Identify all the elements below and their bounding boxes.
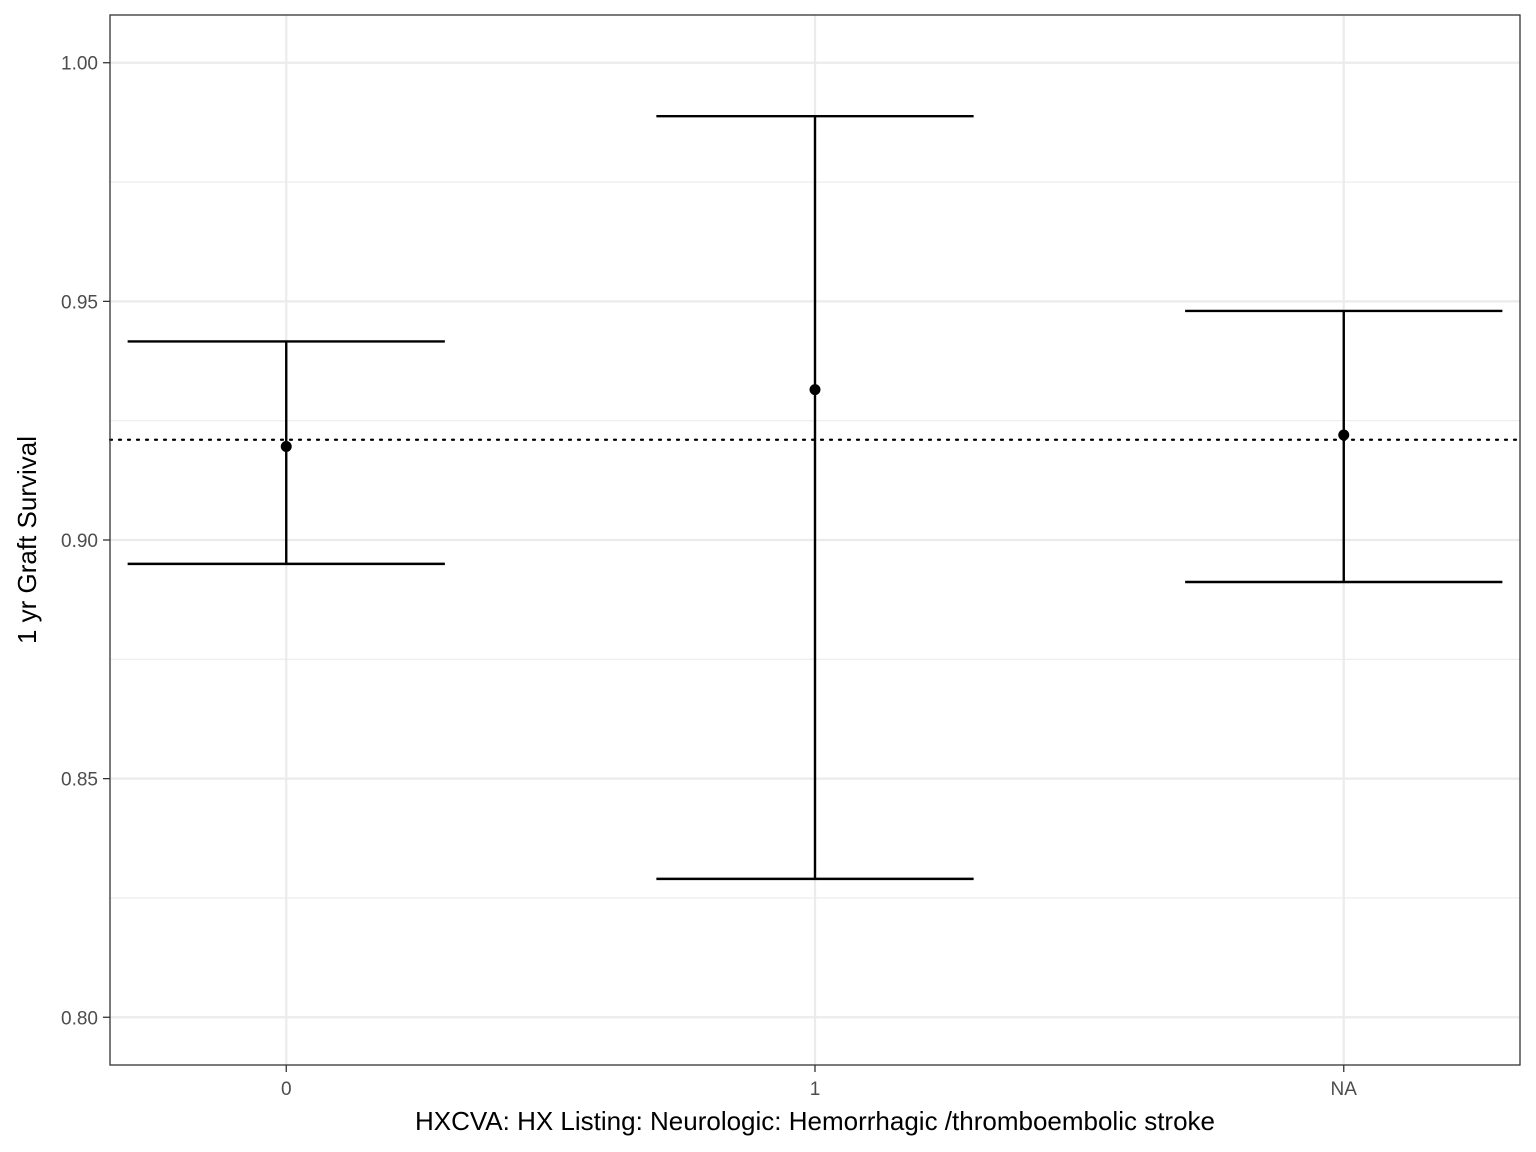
axes: 0.80 0.85 0.90 0.95 1.00 0 1 NA — [61, 54, 1357, 1100]
x-tick-label: NA — [1331, 1079, 1358, 1100]
y-tick-label: 0.80 — [61, 1008, 98, 1029]
y-axis-title: 1 yr Graft Survival — [12, 436, 42, 644]
x-tick-label: 0 — [281, 1079, 292, 1100]
point-estimate — [809, 384, 821, 396]
error-bars — [127, 114, 1503, 881]
x-axis-title: HXCVA: HX Listing: Neurologic: Hemorrhag… — [415, 1106, 1215, 1136]
y-tick-label: 0.85 — [61, 770, 98, 791]
point-estimate — [280, 440, 292, 452]
y-tick-label: 0.95 — [61, 292, 98, 313]
errorbar-1 — [656, 114, 974, 881]
y-tick-label: 1.00 — [61, 54, 98, 75]
point-estimate — [1338, 429, 1350, 441]
errorbar-NA — [1185, 309, 1503, 584]
y-tick-label: 0.90 — [61, 531, 98, 552]
x-tick-label: 1 — [810, 1079, 821, 1100]
errorbar-0 — [127, 340, 445, 566]
